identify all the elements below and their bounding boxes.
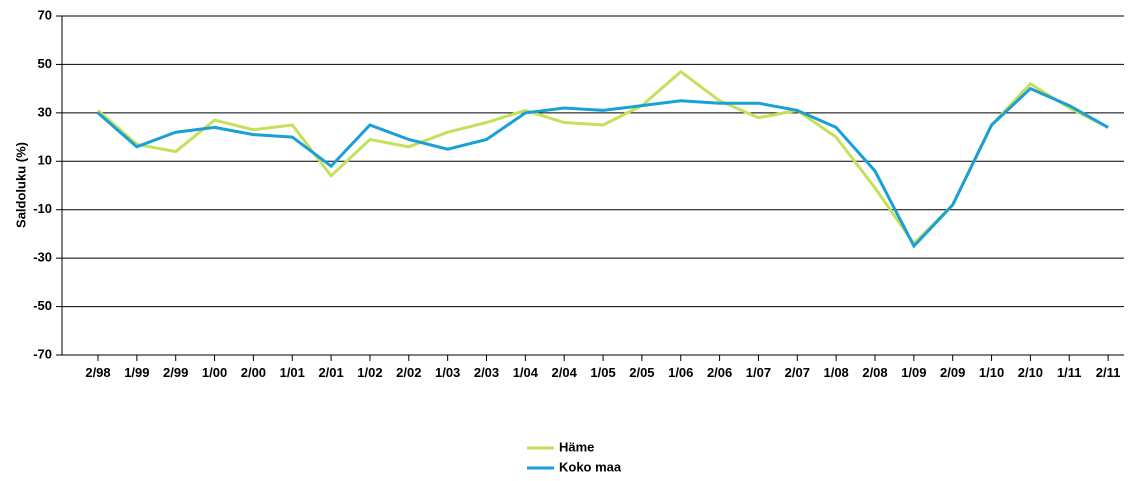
x-tick-label: 1/03 [435, 365, 460, 380]
x-tick-label: 2/98 [85, 365, 110, 380]
legend-label: Häme [559, 439, 594, 454]
x-tick-label: 1/09 [901, 365, 926, 380]
series-line-koko-maa [97, 86, 1109, 249]
y-tick-label: -70 [33, 346, 52, 361]
x-tick-label: 2/11 [1096, 365, 1121, 380]
x-tick-label: 2/04 [552, 365, 578, 380]
legend: Häme Koko maa [527, 439, 622, 474]
x-tick-label: 2/02 [396, 365, 421, 380]
y-tick-labels: 70 50 30 10 -10 -30 -50 -70 [33, 7, 52, 361]
y-tick-label: 70 [38, 7, 52, 22]
x-tick-label: 1/06 [668, 365, 693, 380]
x-tick-label: 1/00 [202, 365, 227, 380]
x-tick-label: 1/01 [280, 365, 305, 380]
x-tick-label: 1/08 [823, 365, 848, 380]
x-tick-label: 1/02 [357, 365, 382, 380]
x-tick-label: 1/07 [746, 365, 771, 380]
y-tick-label: 30 [38, 104, 52, 119]
y-tick-label: -50 [33, 298, 52, 313]
x-tick-label: 2/03 [474, 365, 499, 380]
legend-label: Koko maa [559, 459, 622, 474]
x-tick-label: 1/99 [124, 365, 149, 380]
x-tick-labels: 2/98 1/99 2/99 1/00 2/00 1/01 2/01 1/02 2/02 1/03… [85, 365, 1120, 380]
y-tick-label: -10 [33, 201, 52, 216]
x-tick-label: 2/06 [707, 365, 732, 380]
x-tick-label: 2/10 [1018, 365, 1043, 380]
y-tick-label: -30 [33, 250, 52, 265]
x-tick-label: 2/99 [163, 365, 188, 380]
x-tick-label: 1/10 [979, 365, 1004, 380]
x-tick-label: 1/11 [1057, 365, 1082, 380]
series-line-hame [97, 69, 1109, 246]
x-tick-label: 2/00 [241, 365, 266, 380]
y-tick-label: 50 [38, 56, 52, 71]
y-tick-label: 10 [38, 153, 52, 168]
x-tick-label: 1/04 [513, 365, 539, 380]
x-tick-label: 2/07 [785, 365, 810, 380]
x-tick-label: 2/09 [940, 365, 965, 380]
grid-lines [62, 15, 1124, 308]
axes [56, 15, 1124, 361]
x-tick-label: 2/01 [318, 365, 343, 380]
series-lines [97, 69, 1109, 249]
x-tick-label: 2/05 [629, 365, 654, 380]
x-tick-label: 2/08 [862, 365, 887, 380]
x-tick-label: 1/05 [590, 365, 615, 380]
y-axis-title: Saldoluku (%) [13, 142, 28, 228]
